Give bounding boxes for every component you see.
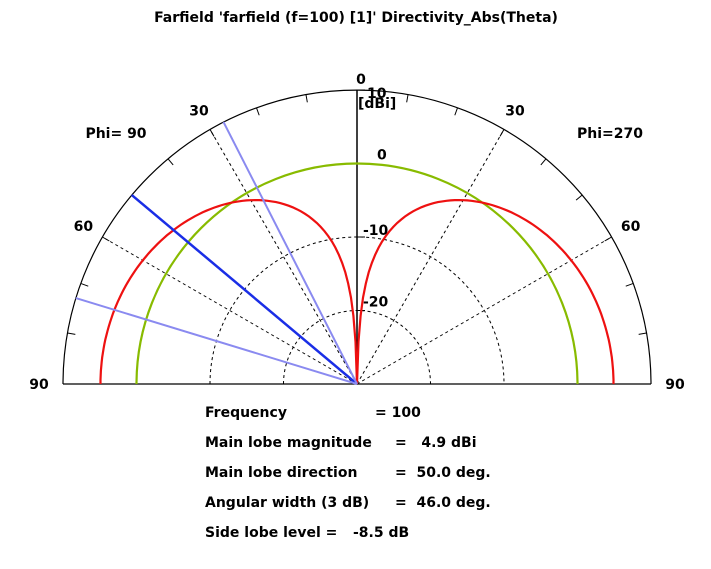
angle-tick-label: 30 (505, 103, 525, 119)
angle-tick (626, 283, 634, 286)
main-lobe-direction-line (132, 195, 357, 384)
farfield-info-panel: Frequency = 100 Main lobe magnitude = 4.9 … (205, 402, 491, 552)
info-side-lobe-level: Side lobe level = -8.5 dB (205, 522, 491, 552)
info-main-lobe-direction-label: Main lobe direction (205, 462, 395, 484)
angle-tick (500, 129, 504, 136)
radial-tick-label: -10 (363, 223, 389, 239)
info-angular-width: Angular width (3 dB) = 46.0 deg. (205, 492, 491, 522)
angle-tick-label: 90 (665, 377, 685, 393)
angle-tick-label: 60 (621, 219, 641, 235)
info-main-lobe-magnitude: Main lobe magnitude = 4.9 dBi (205, 432, 491, 462)
angle-tick (639, 333, 647, 334)
info-angular-width-value: = 46.0 deg. (395, 495, 491, 511)
info-side-lobe-level-label: Side lobe level = (205, 522, 353, 544)
angle-tick (407, 94, 408, 102)
info-frequency: Frequency = 100 (205, 402, 491, 432)
info-frequency-value: = 100 (375, 405, 421, 421)
angle-tick (168, 159, 173, 165)
angle-tick (455, 108, 458, 116)
angle-tick (306, 94, 307, 102)
angle-tick-label: 60 (74, 219, 94, 235)
info-main-lobe-magnitude-label: Main lobe magnitude (205, 432, 395, 454)
info-frequency-label: Frequency (205, 402, 375, 424)
unit-label: [dBi] (358, 96, 396, 112)
angle-tick (541, 159, 546, 165)
angle-tick-label: 0 (356, 72, 366, 88)
angle-tick-label: 90 (29, 377, 49, 393)
radial-tick-label: 0 (377, 148, 387, 164)
info-main-lobe-magnitude-value: = 4.9 dBi (395, 435, 477, 451)
info-main-lobe-direction-value: = 50.0 deg. (395, 465, 491, 481)
angle-tick (256, 108, 259, 116)
angle-tick (81, 283, 89, 286)
info-main-lobe-direction: Main lobe direction = 50.0 deg. (205, 462, 491, 492)
chart-title: Farfield 'farfield (f=100) [1]' Directiv… (154, 10, 558, 26)
phi-label-left: Phi= 90 (85, 126, 146, 142)
polar-grid (63, 90, 651, 384)
angle-tick-label: 30 (189, 103, 209, 119)
angle-tick (210, 129, 214, 136)
angle-tick (102, 237, 109, 241)
phi-label-right: Phi=270 (577, 126, 643, 142)
info-side-lobe-level-value: -8.5 dB (353, 525, 409, 541)
grid-spoke (357, 129, 504, 384)
angle-tick (576, 195, 582, 200)
radial-tick-label: -20 (363, 295, 389, 311)
grid-spoke (357, 237, 612, 384)
chart-marks (76, 122, 614, 384)
angle-tick (605, 237, 612, 241)
angle-tick (67, 333, 75, 334)
info-angular-width-label: Angular width (3 dB) (205, 492, 395, 514)
